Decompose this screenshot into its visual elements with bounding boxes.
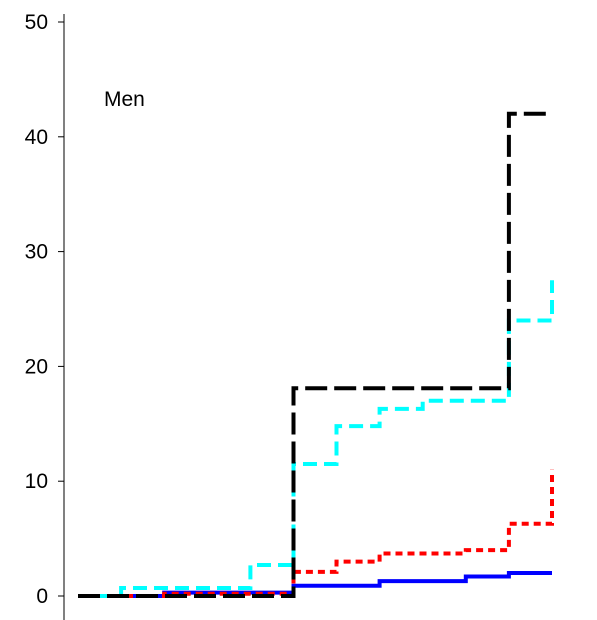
y-ticks: 0 10 20 30 40 50 — [25, 11, 64, 608]
series-line-2 — [78, 469, 554, 598]
series-line-4 — [78, 111, 552, 598]
y-tick-label: 40 — [25, 126, 48, 149]
axes — [63, 14, 65, 620]
panel-label: Men — [104, 88, 145, 111]
series-lines — [78, 111, 554, 598]
y-tick-label: 30 — [25, 241, 48, 264]
y-tick-label: 0 — [36, 585, 48, 608]
y-tick-label: 50 — [25, 11, 48, 34]
series-line-1 — [78, 571, 552, 598]
y-tick-label: 10 — [25, 470, 48, 493]
y-tick-label: 20 — [25, 355, 48, 378]
